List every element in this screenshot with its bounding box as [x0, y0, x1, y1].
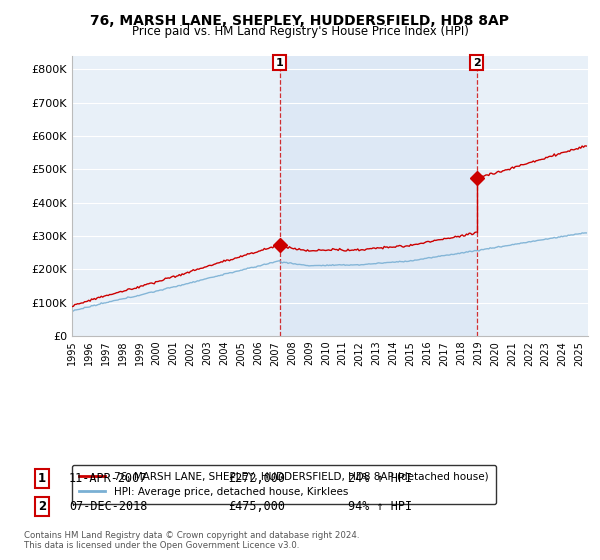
Text: Contains HM Land Registry data © Crown copyright and database right 2024.
This d: Contains HM Land Registry data © Crown c… — [24, 530, 359, 550]
Text: 24% ↑ HPI: 24% ↑ HPI — [348, 472, 412, 486]
Text: 2: 2 — [473, 58, 481, 68]
Legend: 76, MARSH LANE, SHEPLEY, HUDDERSFIELD, HD8 8AP (detached house), HPI: Average pr: 76, MARSH LANE, SHEPLEY, HUDDERSFIELD, H… — [72, 465, 496, 505]
Text: £272,000: £272,000 — [228, 472, 285, 486]
Bar — [280, 56, 476, 336]
Text: 2: 2 — [38, 500, 46, 514]
Text: £475,000: £475,000 — [228, 500, 285, 514]
Text: 76, MARSH LANE, SHEPLEY, HUDDERSFIELD, HD8 8AP: 76, MARSH LANE, SHEPLEY, HUDDERSFIELD, H… — [91, 14, 509, 28]
Text: 1: 1 — [276, 58, 283, 68]
Text: Price paid vs. HM Land Registry's House Price Index (HPI): Price paid vs. HM Land Registry's House … — [131, 25, 469, 38]
Text: 94% ↑ HPI: 94% ↑ HPI — [348, 500, 412, 514]
Text: 11-APR-2007: 11-APR-2007 — [69, 472, 148, 486]
Text: 1: 1 — [38, 472, 46, 486]
Text: 07-DEC-2018: 07-DEC-2018 — [69, 500, 148, 514]
